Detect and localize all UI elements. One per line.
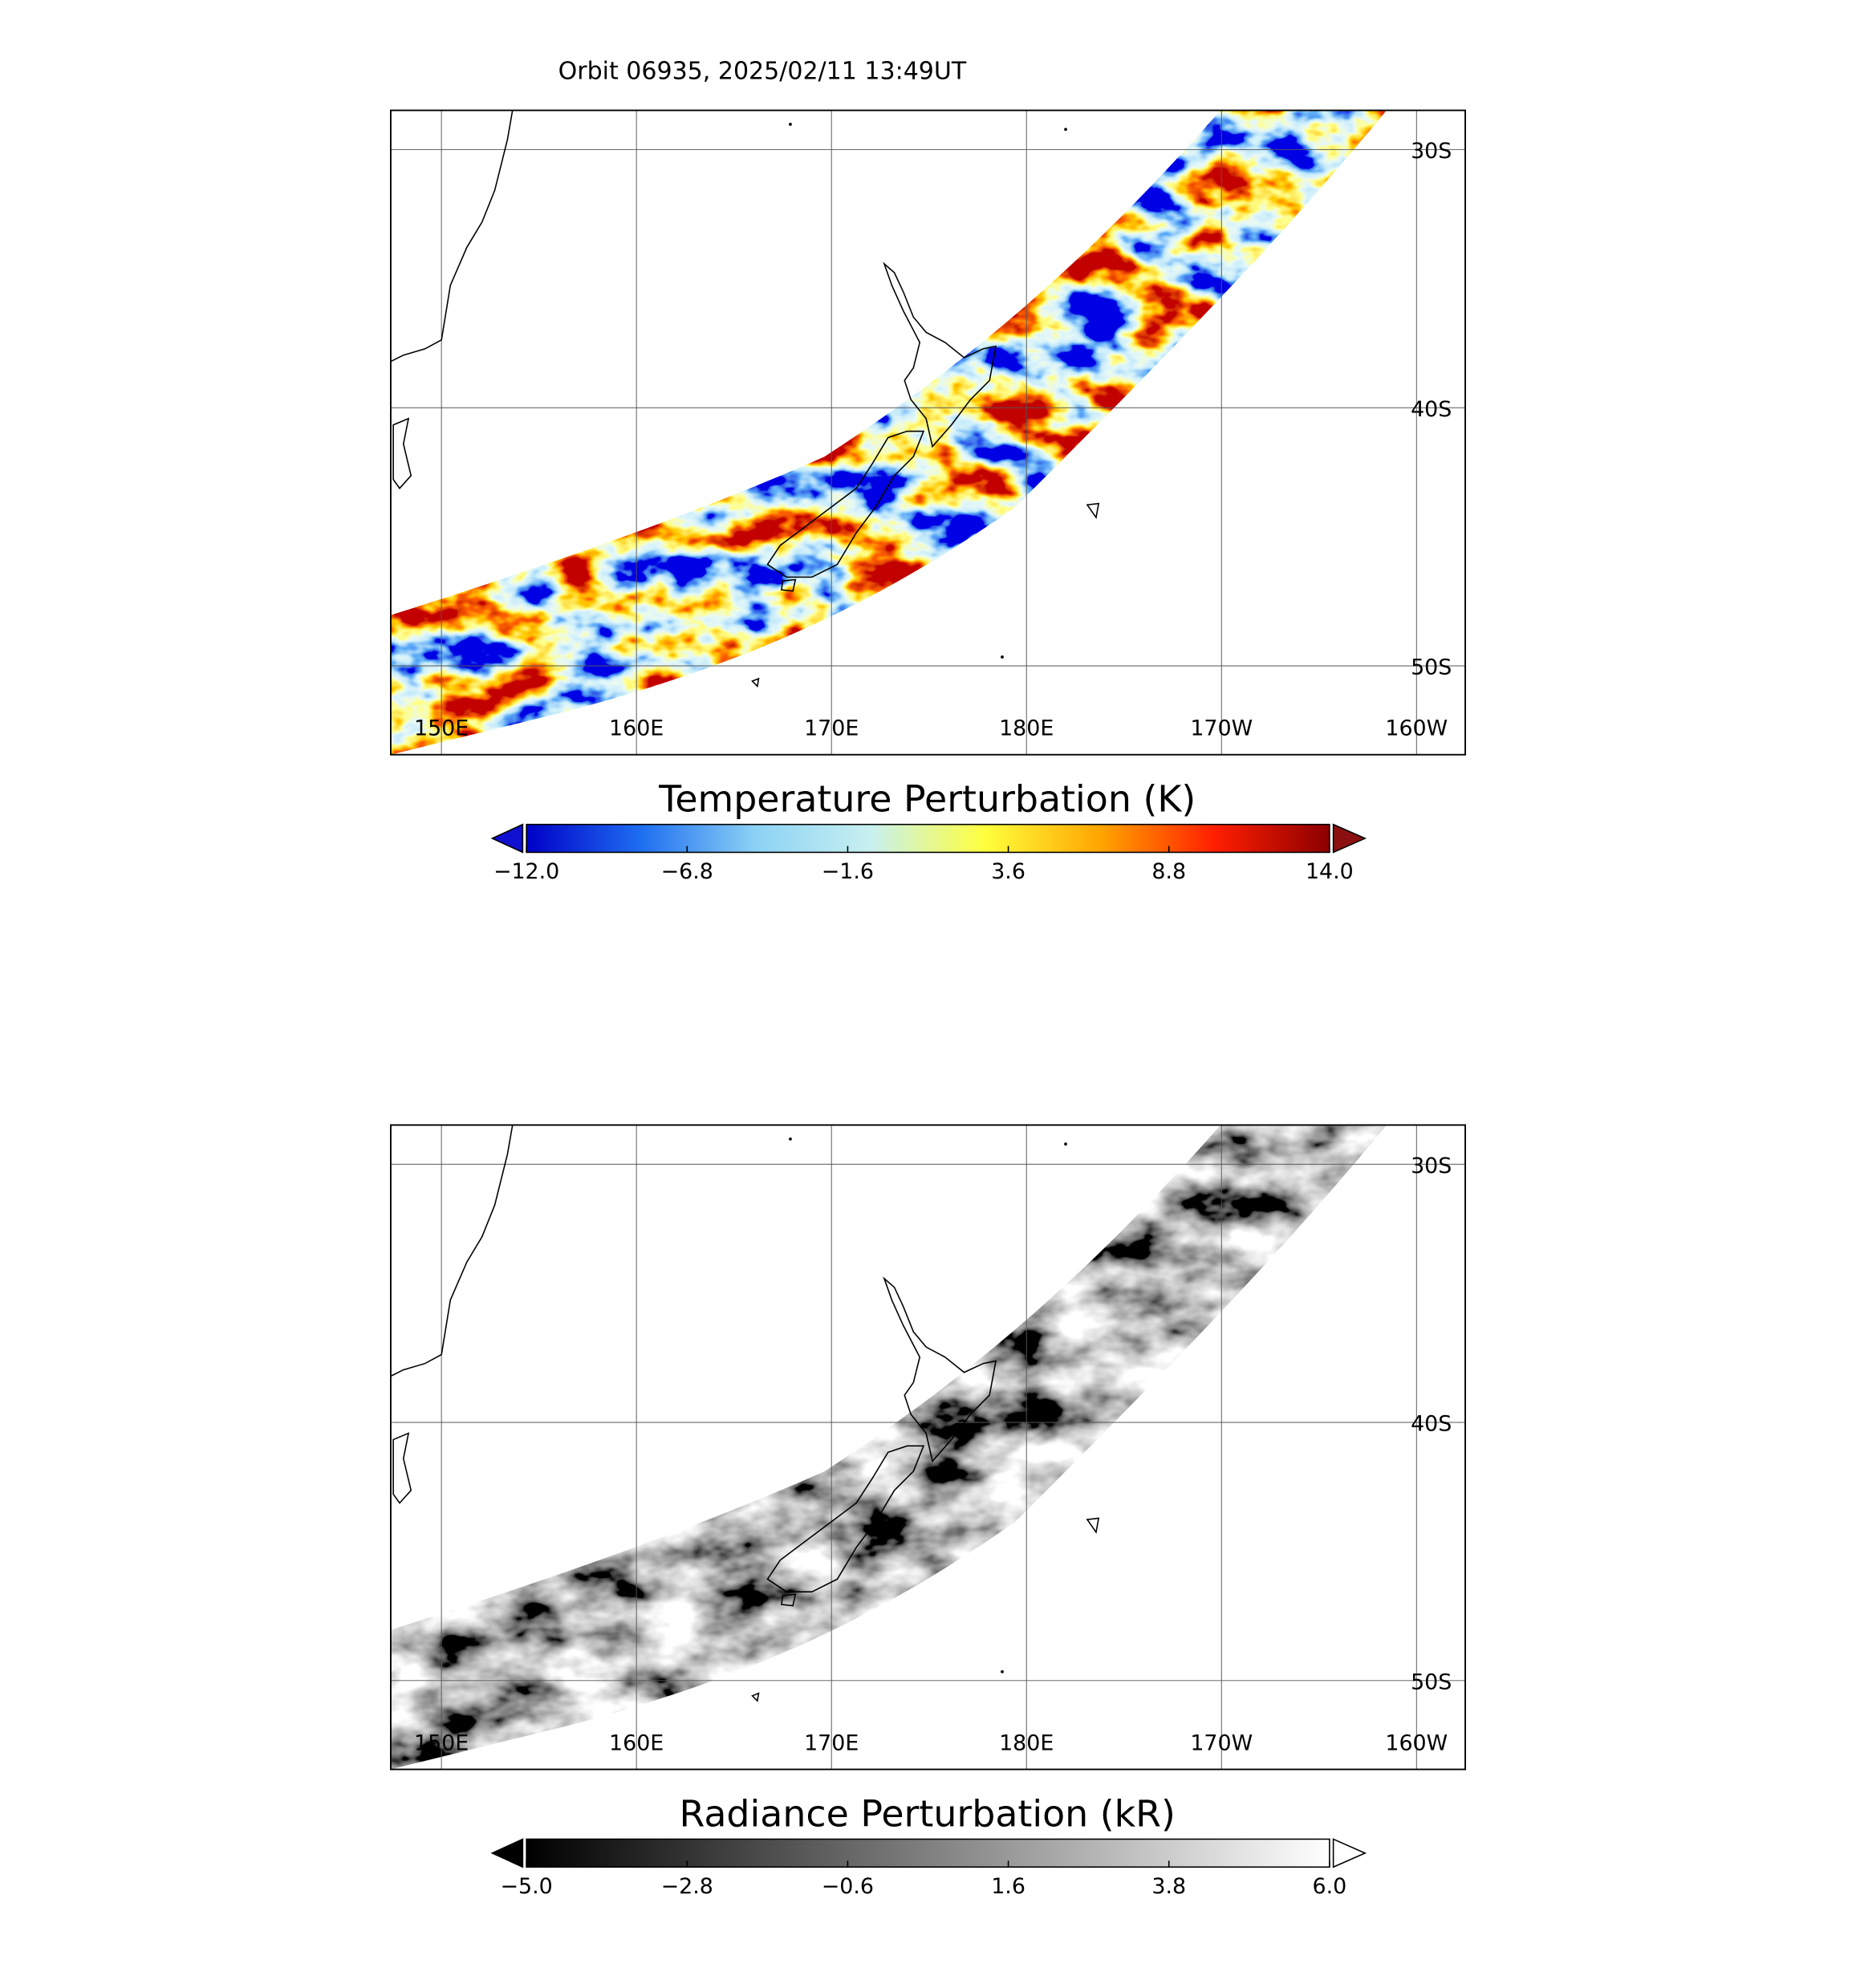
colorbar-tick-label: −5.0 — [500, 1874, 552, 1899]
lon-label: 160E — [609, 716, 664, 741]
lon-label: 180E — [999, 716, 1054, 741]
colorbar-tick-label: −12.0 — [493, 859, 559, 884]
map-frame — [389, 109, 1467, 756]
colorbar-title: Temperature Perturbation (K) — [658, 777, 1196, 821]
lon-label: 150E — [414, 1730, 469, 1755]
lon-label: 170W — [1190, 716, 1253, 741]
lon-label: 170W — [1190, 1730, 1253, 1755]
map-panel: 150E 160E 170E 180E 170W 160W 30S 40S 50S Radianc… — [389, 1124, 1467, 1899]
colorbar-tick-label: 6.0 — [1313, 1874, 1347, 1899]
lon-label: 150E — [414, 716, 469, 741]
lat-label: 50S — [1411, 1670, 1452, 1694]
lat-label: 40S — [1411, 397, 1452, 422]
colorbar-tick-label: 14.0 — [1306, 859, 1354, 884]
colorbar-under — [490, 1838, 524, 1868]
swath — [390, 1125, 1387, 1770]
colorbar-tick-label: 8.8 — [1151, 859, 1186, 884]
figure-body: Orbit 06935, 2025/02/11 13:49UT 150E 160E… — [389, 58, 1467, 1899]
lat-label: 40S — [1411, 1412, 1452, 1437]
figure-title: Orbit 06935, 2025/02/11 13:49UT — [558, 58, 967, 86]
colorbar-tick-label: 3.6 — [991, 859, 1025, 884]
colorbar — [526, 1838, 1330, 1868]
colorbar-title: Radiance Perturbation (kR) — [680, 1791, 1176, 1835]
lat-label: 50S — [1411, 655, 1452, 680]
swath — [390, 110, 1387, 755]
lon-label: 160E — [609, 1730, 664, 1755]
lon-label: 160W — [1385, 1730, 1448, 1755]
colorbar-tick-label: −6.8 — [661, 859, 713, 884]
colorbar-tick-label: 3.8 — [1151, 1874, 1186, 1899]
colorbar-tick-label: −2.8 — [661, 1874, 713, 1899]
lon-label: 170E — [804, 1730, 859, 1755]
map-panel: 150E 160E 170E 180E 170W 160W 30S 40S 50S Tempera… — [389, 109, 1467, 884]
colorbar-under — [490, 823, 524, 854]
colorbar-over — [1332, 823, 1367, 854]
map-frame — [389, 1124, 1467, 1771]
lon-label: 170E — [804, 716, 859, 741]
lat-label: 30S — [1411, 1154, 1452, 1179]
lon-label: 160W — [1385, 716, 1448, 741]
colorbar-over — [1332, 1838, 1367, 1868]
colorbar-tick-label: −0.6 — [822, 1874, 874, 1899]
colorbar-tick-label: 1.6 — [991, 1874, 1025, 1899]
colorbar-tick-label: −1.6 — [822, 859, 874, 884]
colorbar — [526, 823, 1330, 854]
lon-label: 180E — [999, 1730, 1054, 1755]
lat-label: 30S — [1411, 139, 1452, 164]
